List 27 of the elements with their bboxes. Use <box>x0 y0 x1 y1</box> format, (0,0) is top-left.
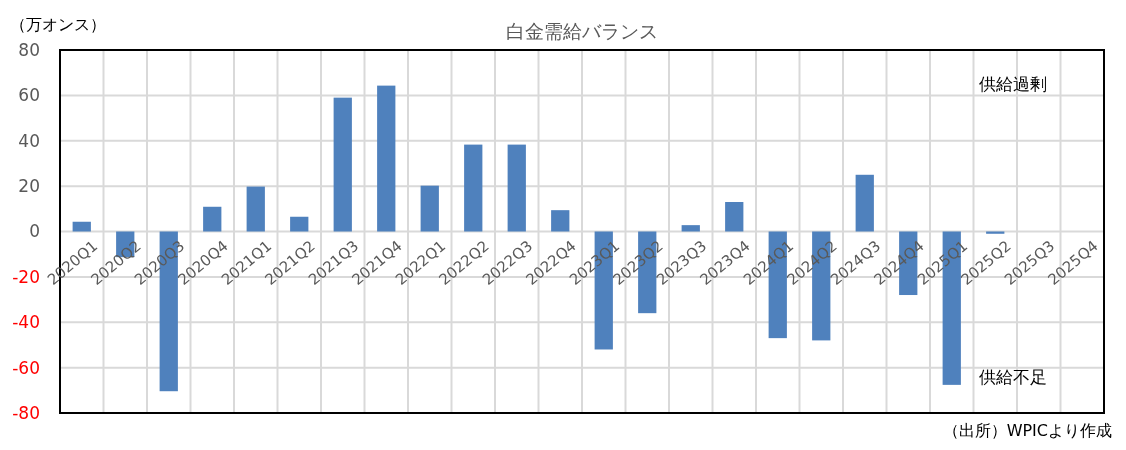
chart-title: 白金需給バランス <box>506 20 658 42</box>
y-axis-title: （万オンス） <box>10 15 106 34</box>
bar <box>681 225 700 232</box>
bar <box>551 210 570 232</box>
bar <box>203 206 222 232</box>
y-tick-label: -40 <box>12 312 40 333</box>
y-tick-label: 60 <box>18 85 40 106</box>
y-tick-label: -60 <box>12 357 40 378</box>
bar <box>507 144 526 232</box>
bar <box>464 144 483 232</box>
annotation: 供給不足 <box>978 366 1047 387</box>
text: （出所）WPICより作成 <box>942 421 1112 440</box>
bar <box>290 216 309 232</box>
y-tick-label: 0 <box>29 221 40 242</box>
bar <box>333 97 352 232</box>
y-tick-label: -80 <box>12 402 40 423</box>
bar <box>420 185 439 232</box>
annotation: 供給過剰 <box>978 73 1047 94</box>
bar <box>246 186 265 232</box>
bar <box>725 202 744 232</box>
bar <box>855 174 874 232</box>
y-tick-label: 40 <box>18 130 40 151</box>
y-tick-label: 20 <box>18 176 40 197</box>
y-tick-label: -20 <box>12 266 40 287</box>
bar <box>377 85 396 232</box>
bar <box>72 221 91 232</box>
y-tick-label: 80 <box>18 39 40 60</box>
